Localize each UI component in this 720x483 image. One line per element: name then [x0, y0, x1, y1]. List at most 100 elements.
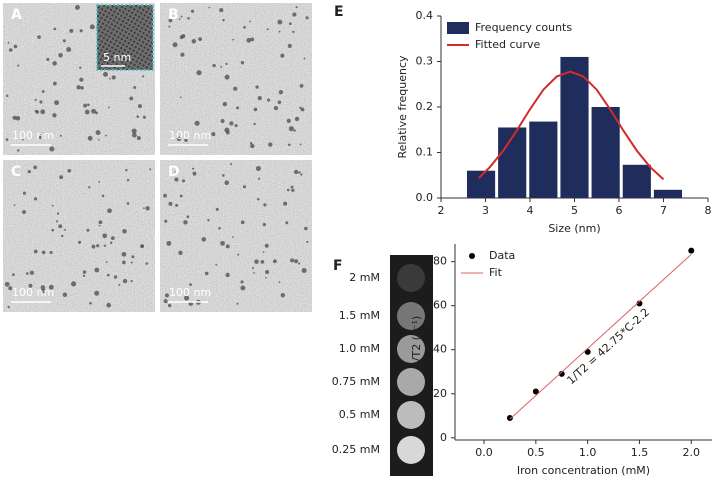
- particle: [278, 281, 281, 284]
- legend-swatch: [447, 22, 469, 34]
- particle: [131, 128, 137, 134]
- particle: [272, 259, 277, 264]
- particle: [249, 142, 253, 145]
- panel-label: F: [333, 258, 343, 274]
- particle: [299, 143, 302, 146]
- particle: [51, 204, 54, 207]
- x-tick-label: 3: [482, 204, 489, 217]
- charts: 2 3 4 5 6 7 8 0.0 0.1 0.2 0.3 0.4 Size (nm) Relative …: [396, 9, 712, 477]
- particle: [105, 261, 108, 264]
- particle: [215, 207, 219, 211]
- particle: [264, 243, 269, 248]
- particle: [29, 270, 35, 275]
- particle: [88, 186, 91, 189]
- particle: [62, 39, 66, 43]
- particle: [179, 96, 182, 99]
- particle: [222, 18, 225, 22]
- particle: [62, 292, 68, 298]
- particle: [13, 204, 16, 207]
- particle: [172, 42, 178, 48]
- particle: [163, 299, 168, 304]
- x-tick-label: 0.0: [475, 446, 493, 459]
- particle: [236, 302, 239, 305]
- particle: [109, 241, 113, 244]
- particle: [174, 177, 179, 182]
- y-tick-label: 0.0: [416, 191, 434, 204]
- particle: [280, 53, 285, 58]
- particle: [168, 25, 171, 28]
- particle: [268, 142, 273, 147]
- scale-bar-label: 100 nm: [12, 286, 54, 299]
- particle: [192, 171, 197, 176]
- particle: [218, 226, 221, 230]
- particle: [163, 193, 167, 198]
- particle: [126, 178, 130, 182]
- concentration-label: 0.25 mM: [332, 443, 380, 456]
- particle: [95, 130, 101, 136]
- particle: [301, 267, 307, 273]
- particle: [257, 96, 262, 101]
- concentration-label: 2 mM: [349, 271, 380, 284]
- y-tick-label: 0.4: [416, 9, 434, 22]
- particle: [143, 207, 145, 210]
- particle: [175, 170, 179, 175]
- particle: [240, 280, 244, 284]
- particle: [52, 113, 57, 118]
- particle: [49, 250, 53, 255]
- particle: [191, 39, 197, 44]
- y-tick-label: 40: [433, 343, 447, 356]
- fit-equation: 1/T2 = 42.75*C-2.2: [564, 306, 652, 387]
- particle: [17, 149, 20, 152]
- tem-image: [160, 3, 312, 155]
- y-tick-label: 80: [433, 255, 447, 268]
- particle: [102, 233, 108, 239]
- legend-label: Data: [489, 249, 515, 262]
- bar: [591, 107, 620, 198]
- particle: [233, 86, 238, 91]
- particle: [91, 108, 96, 114]
- particle: [300, 107, 305, 112]
- particle: [54, 100, 60, 106]
- particle: [283, 201, 288, 206]
- particle: [105, 134, 107, 137]
- legend-label: Fitted curve: [475, 38, 541, 51]
- particle: [118, 284, 121, 286]
- particle: [186, 215, 190, 219]
- particle: [194, 120, 200, 126]
- particle: [298, 171, 301, 174]
- particle: [293, 129, 296, 132]
- particle: [69, 28, 74, 33]
- particle: [133, 86, 137, 89]
- particle: [215, 263, 218, 266]
- phantom-well: [397, 335, 425, 363]
- particle: [25, 272, 29, 275]
- particle: [180, 15, 183, 18]
- particle: [49, 146, 55, 152]
- concentration-label: 1.5 mM: [339, 309, 380, 322]
- particle: [295, 6, 298, 9]
- particle: [122, 278, 128, 284]
- particle: [4, 281, 10, 287]
- particle: [240, 61, 245, 65]
- particle: [219, 8, 224, 13]
- particle: [87, 103, 90, 107]
- particle: [76, 85, 81, 90]
- particle: [232, 236, 234, 238]
- legend-swatch: [469, 253, 475, 259]
- y-tick-label: 0.3: [416, 55, 434, 68]
- particle: [262, 223, 266, 227]
- fitted-curve: [478, 70, 665, 181]
- particle: [236, 106, 240, 110]
- particle: [87, 135, 93, 141]
- particle: [183, 295, 190, 301]
- particle: [246, 37, 252, 43]
- tem-image: [3, 160, 155, 312]
- particle: [207, 219, 210, 222]
- particle: [287, 143, 291, 147]
- data-point: [506, 414, 513, 421]
- panel-label: D: [168, 164, 180, 180]
- particle: [230, 163, 233, 166]
- particle: [34, 109, 38, 113]
- particle: [224, 180, 230, 186]
- particle: [176, 136, 182, 142]
